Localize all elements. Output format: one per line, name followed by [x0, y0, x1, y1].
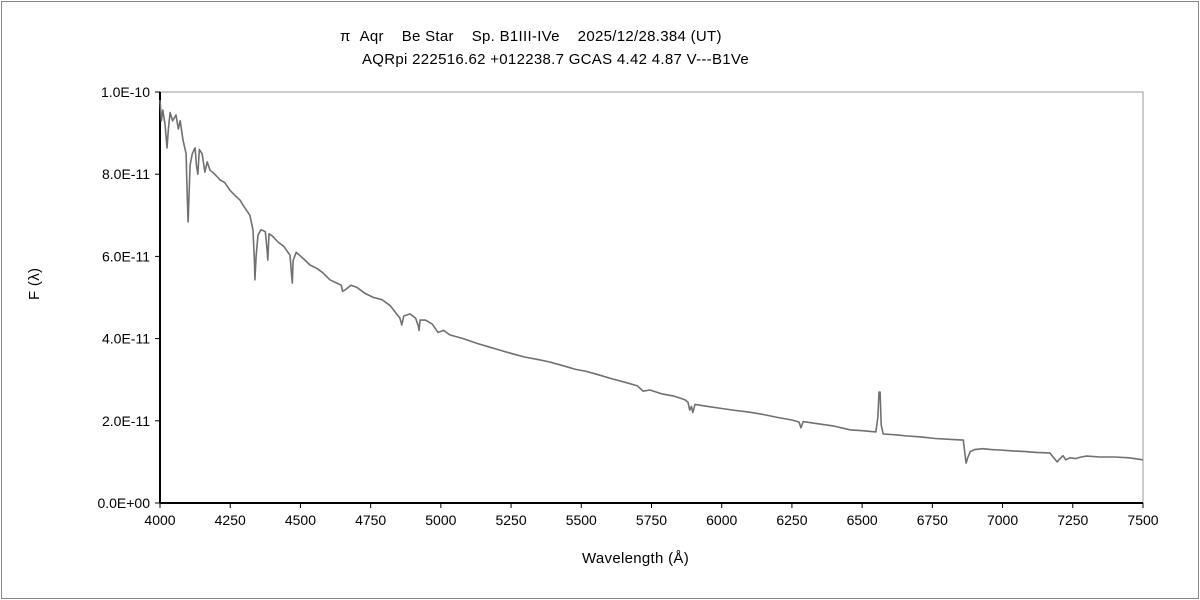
x-tick-label: 6750 — [917, 512, 948, 528]
chart-subtitle: AQRpi 222516.62 +012238.7 GCAS 4.42 4.87… — [362, 51, 750, 68]
x-tick-label: 7000 — [987, 512, 1018, 528]
x-tick-label: 5250 — [495, 512, 526, 528]
x-tick-label: 6250 — [776, 512, 807, 528]
x-tick-label: 6000 — [706, 512, 737, 528]
x-tick-label: 6500 — [847, 512, 878, 528]
y-tick-label: 0.0E+00 — [97, 495, 150, 511]
y-tick-label: 8.0E-11 — [102, 166, 150, 182]
x-tick-label: 5500 — [566, 512, 597, 528]
spectrum-line — [159, 100, 1144, 464]
y-tick-label: 4.0E-11 — [102, 331, 150, 347]
x-tick-label: 4500 — [285, 512, 316, 528]
y-tick-label: 1.0E-10 — [101, 84, 150, 100]
x-axis-label: Wavelength (Å) — [582, 550, 690, 567]
x-tick-label: 4750 — [355, 512, 386, 528]
x-tick-label: 4250 — [215, 512, 246, 528]
x-tick-label: 5000 — [425, 512, 456, 528]
y-tick-label: 6.0E-11 — [102, 248, 150, 264]
x-tick-label: 7250 — [1057, 512, 1088, 528]
x-tick-label: 4000 — [144, 512, 175, 528]
plot-border — [159, 91, 1144, 504]
y-tick-label: 2.0E-11 — [102, 413, 150, 429]
x-tick-label: 5750 — [636, 512, 667, 528]
x-tick-label: 7500 — [1127, 512, 1158, 528]
chart-title: π Aqr Be Star Sp. B1III-IVe 2025/12/28.3… — [340, 28, 722, 45]
